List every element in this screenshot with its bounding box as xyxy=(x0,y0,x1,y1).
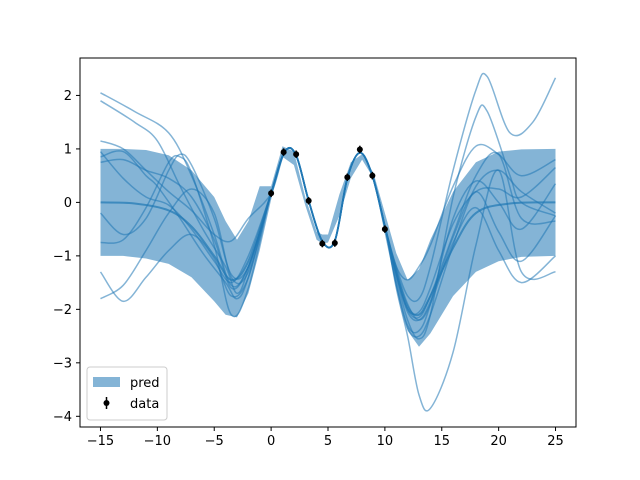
data-marker xyxy=(381,226,388,233)
x-axis: −15 −10 −5 0 5 10 15 20 25 xyxy=(87,427,564,449)
prediction-band-layer xyxy=(100,146,556,347)
legend-label-pred: pred xyxy=(130,376,160,391)
x-tick-label: −5 xyxy=(205,434,224,449)
x-tick-label: 25 xyxy=(547,434,564,449)
legend-marker xyxy=(103,400,110,406)
data-point xyxy=(356,145,363,154)
data-marker xyxy=(305,197,312,204)
data-marker xyxy=(319,240,326,247)
data-point xyxy=(381,225,388,233)
legend: pred data xyxy=(86,366,168,421)
legend-label-data: data xyxy=(130,397,159,412)
legend-swatch-pred xyxy=(93,377,120,387)
x-tick-label: −15 xyxy=(87,434,114,449)
data-point xyxy=(280,148,287,156)
y-tick-label: −4 xyxy=(53,410,72,425)
x-tick-label: 15 xyxy=(433,434,450,449)
x-tick-label: 10 xyxy=(377,434,394,449)
data-point xyxy=(293,150,300,159)
data-marker xyxy=(369,172,376,179)
data-marker xyxy=(356,146,363,153)
y-tick-label: −2 xyxy=(53,303,72,318)
data-marker xyxy=(293,151,300,158)
data-point xyxy=(268,189,275,198)
data-point xyxy=(305,197,312,205)
y-tick-label: 1 xyxy=(64,142,72,157)
x-tick-label: −10 xyxy=(144,434,171,449)
data-point xyxy=(319,239,326,248)
x-tick-label: 5 xyxy=(324,434,332,449)
legend-box xyxy=(86,366,168,421)
data-marker xyxy=(331,240,338,247)
data-points-layer xyxy=(268,145,388,248)
y-tick-label: −3 xyxy=(53,356,72,371)
y-axis: −4 −3 −2 −1 0 1 2 xyxy=(53,89,80,425)
x-tick-label: 0 xyxy=(267,434,275,449)
data-marker xyxy=(344,174,351,181)
y-tick-label: −1 xyxy=(53,249,72,264)
x-tick-label: 20 xyxy=(490,434,507,449)
data-marker xyxy=(268,190,275,197)
y-tick-label: 0 xyxy=(64,196,72,211)
data-marker xyxy=(280,149,287,156)
data-point xyxy=(344,173,351,181)
y-tick-label: 2 xyxy=(64,89,72,104)
data-point xyxy=(369,171,376,180)
legend-swatch-data xyxy=(103,397,110,409)
data-point xyxy=(331,239,338,247)
prediction-band xyxy=(100,146,556,347)
